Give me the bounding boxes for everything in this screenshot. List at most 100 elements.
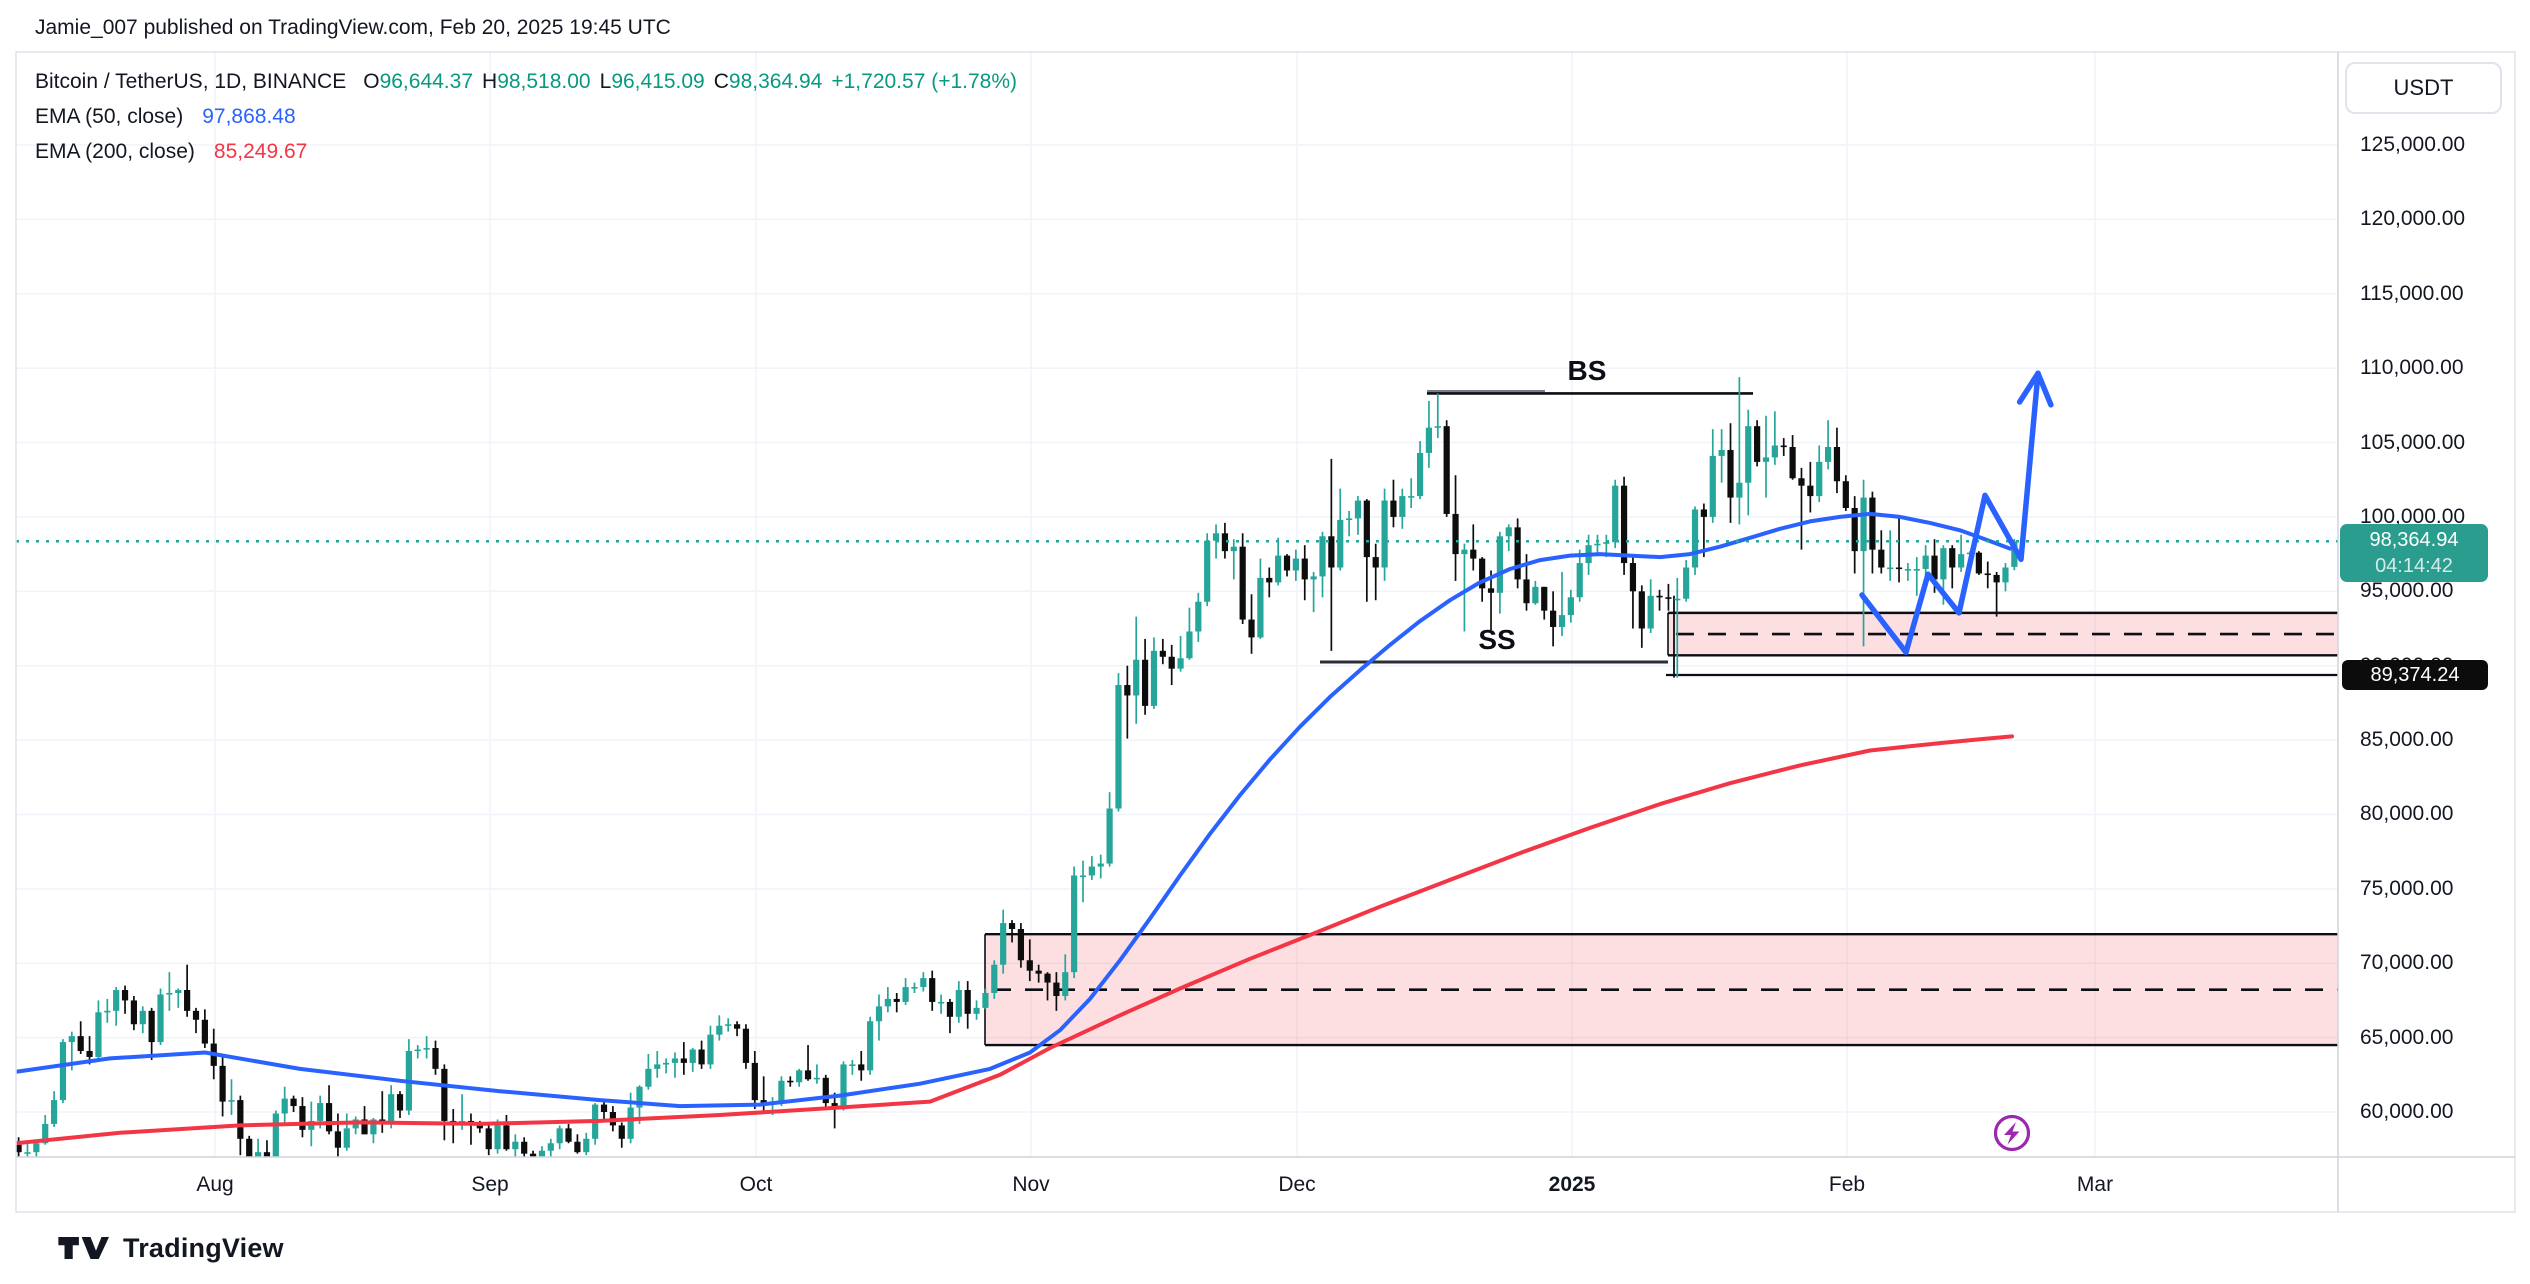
candle-up (1346, 518, 1353, 521)
price-axis[interactable]: 125,000.00 120,000.00 115,000.00 110,000.00… (2338, 52, 2515, 1157)
candle-up (716, 1025, 723, 1035)
candle-up (671, 1058, 679, 1063)
candle-up (1904, 568, 1912, 571)
tradingview-mark-icon (58, 1237, 109, 1259)
candle-down (77, 1036, 84, 1052)
buy-side-liquidity-label[interactable]: BS (1567, 355, 1607, 386)
candle-down (1754, 426, 1761, 462)
candle-down (1878, 549, 1885, 568)
candle-down (822, 1077, 829, 1104)
price-tick-label: 105,000.00 (2360, 430, 2466, 454)
candle-up (95, 1012, 102, 1057)
price-tick-label: 100,000.00 (2360, 504, 2466, 528)
candle-down (804, 1070, 812, 1080)
ema50-line (16, 511, 2012, 1109)
flash-icon[interactable] (1993, 1114, 2031, 1152)
candle-down (1248, 619, 1255, 638)
candle-up (1204, 540, 1211, 602)
candle-down (1993, 574, 2000, 583)
candle-up (42, 1123, 49, 1144)
candle-down (1700, 509, 1707, 517)
candle-down (1656, 595, 1663, 598)
candle-up (272, 1113, 279, 1157)
price-tick-label: 75,000.00 (2360, 876, 2454, 900)
legend-ema200-row[interactable]: EMA (200, close) 85,249.67 (35, 140, 1017, 164)
candle-up (512, 1141, 519, 1150)
candle-down (1807, 485, 1814, 497)
level-price-badge: 89,374.24 (2342, 660, 2488, 690)
candle-up (645, 1068, 652, 1087)
plot-area[interactable] (16, 52, 2339, 1161)
candle-up (1000, 923, 1007, 965)
candle-up (902, 987, 909, 1002)
candle-up (1150, 650, 1158, 706)
candle-down (1550, 610, 1557, 628)
candle-up (1461, 549, 1468, 555)
candle-up (494, 1125, 501, 1150)
candle-down (1895, 567, 1903, 570)
candle-up (423, 1048, 430, 1050)
candle-up (1212, 533, 1220, 541)
candle-down (698, 1049, 705, 1065)
candle-up (175, 990, 182, 993)
candle-down (184, 990, 191, 1011)
candle-up (1079, 875, 1087, 878)
high-value: H98,518.00 (482, 70, 591, 93)
candle-down (361, 1119, 368, 1135)
candle-up (849, 1064, 856, 1066)
candle-up (1186, 631, 1193, 659)
candle-down (1008, 923, 1016, 930)
candle-down (760, 1100, 767, 1104)
candle-up (228, 1100, 235, 1102)
candle-up (556, 1128, 563, 1144)
price-tick-label: 120,000.00 (2360, 207, 2466, 231)
candle-down (831, 1103, 838, 1108)
candle-down (1328, 536, 1335, 568)
price-tick-label: 70,000.00 (2360, 951, 2454, 975)
candle-down (1975, 552, 1982, 574)
demand-zone-lower[interactable] (985, 934, 2338, 1046)
projection-arrow[interactable] (1859, 370, 2041, 656)
sell-side-liquidity-label[interactable]: SS (1478, 624, 1516, 655)
legend-symbol-row[interactable]: Bitcoin / TetherUS, 1D, BINANCE O96,644.… (35, 70, 1017, 94)
candle-up (1097, 863, 1104, 867)
candle-up (254, 1152, 262, 1157)
candle-down (1869, 497, 1876, 550)
legend-ema50-row[interactable]: EMA (50, close) 97,868.48 (35, 105, 1017, 129)
ema200-line (16, 734, 2014, 1146)
symbol-title: Bitcoin / TetherUS, 1D, BINANCE (35, 70, 347, 93)
candle-up (1496, 536, 1503, 593)
candle-down (893, 998, 900, 1002)
tradingview-logo-text: TradingView (123, 1232, 284, 1263)
time-axis[interactable]: Aug Sep Oct Nov Dec 2025 Feb Mar (16, 1157, 2338, 1212)
price-tick-label: 65,000.00 (2360, 1025, 2454, 1049)
tradingview-logo[interactable]: TradingView (57, 1231, 284, 1265)
low-value: L96,415.09 (599, 70, 705, 93)
candle-down (929, 978, 936, 1002)
candle-down (1053, 982, 1060, 996)
candle-up (1958, 554, 1965, 568)
candle-up (1088, 866, 1095, 876)
time-tick-label: Dec (1278, 1172, 1316, 1196)
bar-countdown: 04:14:42 (2375, 555, 2453, 578)
candle-up (1425, 427, 1433, 453)
candle-down (1514, 527, 1521, 580)
candle-down (1470, 549, 1477, 559)
candle-up (1399, 496, 1406, 517)
candle-up (884, 998, 891, 1007)
currency-toggle[interactable]: USDT (2345, 62, 2502, 114)
candle-up (50, 1100, 58, 1124)
candle-up (414, 1049, 421, 1052)
candle-down (600, 1104, 608, 1113)
candle-up (24, 1152, 31, 1154)
time-tick-label: Mar (2076, 1172, 2114, 1196)
price-tick-label: 110,000.00 (2360, 356, 2464, 380)
candle-up (388, 1094, 395, 1123)
candle-down (529, 1153, 537, 1157)
widget-border (15, 51, 2516, 1213)
candle-up (59, 1042, 67, 1101)
candle-up (1310, 576, 1317, 580)
candle-up (1824, 447, 1832, 462)
